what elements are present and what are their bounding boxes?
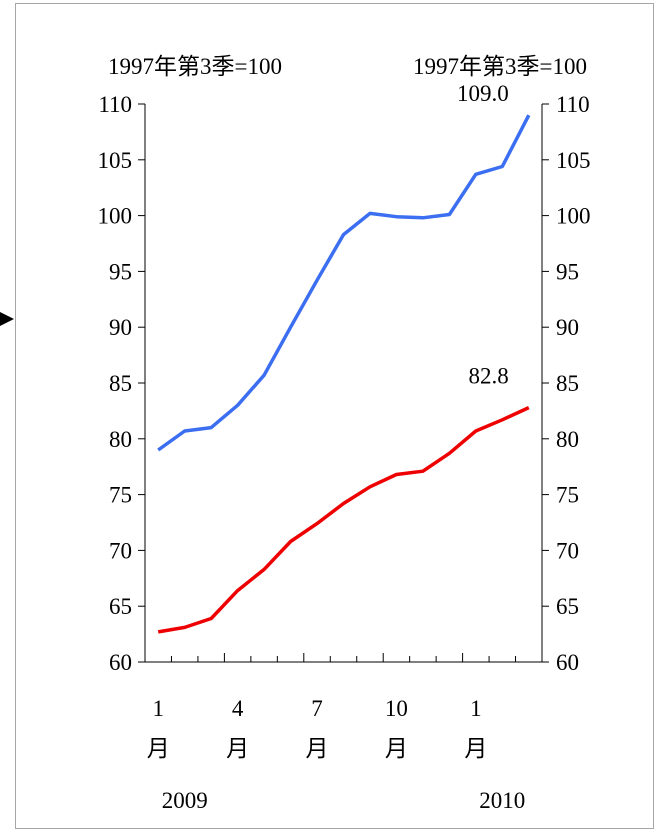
series-line-1 bbox=[157, 114, 531, 452]
left-y-tick-label: 85 bbox=[109, 371, 132, 396]
right-y-tick-label: 100 bbox=[556, 204, 591, 229]
left-y-tick-label: 75 bbox=[109, 483, 132, 508]
right-y-axis: 110 105 100 95 90 85 80 75 70 65 60 bbox=[541, 92, 591, 675]
left-y-tick-label: 90 bbox=[109, 315, 132, 340]
left-y-tick-label: 95 bbox=[109, 259, 132, 284]
left-y-tick-label: 70 bbox=[109, 538, 132, 563]
x-tick-unit: 月 bbox=[385, 736, 408, 761]
right-y-tick-label: 110 bbox=[556, 92, 590, 117]
right-y-tick-label: 65 bbox=[556, 594, 579, 619]
left-y-tick-label: 100 bbox=[98, 204, 133, 229]
chart-frame bbox=[15, 3, 654, 829]
year-label: 2009 bbox=[162, 788, 208, 813]
left-y-tick-label: 65 bbox=[109, 594, 132, 619]
x-tick-unit: 月 bbox=[147, 736, 170, 761]
series-1-end-label: 109.0 bbox=[457, 81, 509, 106]
left-y-tick-label: 110 bbox=[98, 92, 132, 117]
x-tick-unit: 月 bbox=[464, 736, 487, 761]
x-axis: 1 月 4 月 7 月 10 月 1 月 2009 2010 bbox=[144, 653, 543, 813]
x-tick-label: 7 bbox=[311, 696, 323, 721]
right-y-tick-label: 105 bbox=[556, 148, 591, 173]
x-tick-label: 4 bbox=[232, 696, 244, 721]
right-y-tick-label: 95 bbox=[556, 259, 579, 284]
right-y-tick-label: 85 bbox=[556, 371, 579, 396]
right-y-tick-label: 75 bbox=[556, 483, 579, 508]
series-lines: 109.0 82.8 bbox=[157, 81, 531, 634]
series-line-2 bbox=[157, 406, 530, 634]
left-y-tick-label: 60 bbox=[109, 650, 132, 675]
right-axis-unit: 1997年第3季=100 bbox=[413, 54, 587, 79]
right-y-tick-label: 70 bbox=[556, 538, 579, 563]
x-tick-unit: 月 bbox=[306, 736, 329, 761]
x-tick-label: 1 bbox=[470, 696, 482, 721]
x-tick-label: 1 bbox=[152, 696, 164, 721]
right-y-tick-label: 80 bbox=[556, 427, 579, 452]
left-y-tick-label: 80 bbox=[109, 427, 132, 452]
x-tick-unit: 月 bbox=[226, 736, 249, 761]
left-axis-unit: 1997年第3季=100 bbox=[108, 54, 282, 79]
right-y-tick-label: 90 bbox=[556, 315, 579, 340]
left-y-tick-label: 105 bbox=[98, 148, 133, 173]
series-2-end-label: 82.8 bbox=[469, 364, 509, 389]
x-tick-label: 10 bbox=[385, 696, 408, 721]
left-y-axis: 110 105 100 95 90 85 80 75 70 65 60 bbox=[98, 92, 146, 675]
pointer-arrow bbox=[0, 312, 14, 326]
right-y-tick-label: 60 bbox=[556, 650, 579, 675]
year-label: 2010 bbox=[479, 788, 525, 813]
